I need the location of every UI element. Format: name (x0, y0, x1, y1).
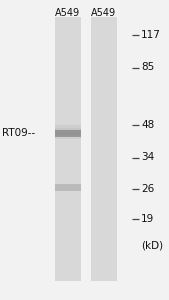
Bar (55, 130, 81, 137)
Text: 117: 117 (141, 29, 161, 40)
Text: A549: A549 (55, 8, 80, 18)
Text: (kD): (kD) (141, 241, 163, 251)
Text: 19: 19 (141, 214, 154, 224)
Bar (55, 16, 81, 280)
Text: 48: 48 (141, 119, 154, 130)
Text: 26: 26 (141, 184, 154, 194)
Bar (55, 184, 81, 191)
Bar (55, 133, 81, 136)
Bar (55, 130, 81, 134)
Text: A549: A549 (91, 8, 116, 18)
Text: RT09--: RT09-- (2, 128, 35, 139)
Bar (55, 136, 81, 139)
Bar (55, 128, 81, 131)
Text: 34: 34 (141, 152, 154, 163)
Text: 85: 85 (141, 62, 154, 73)
Bar (55, 125, 81, 128)
Bar (91, 16, 117, 280)
